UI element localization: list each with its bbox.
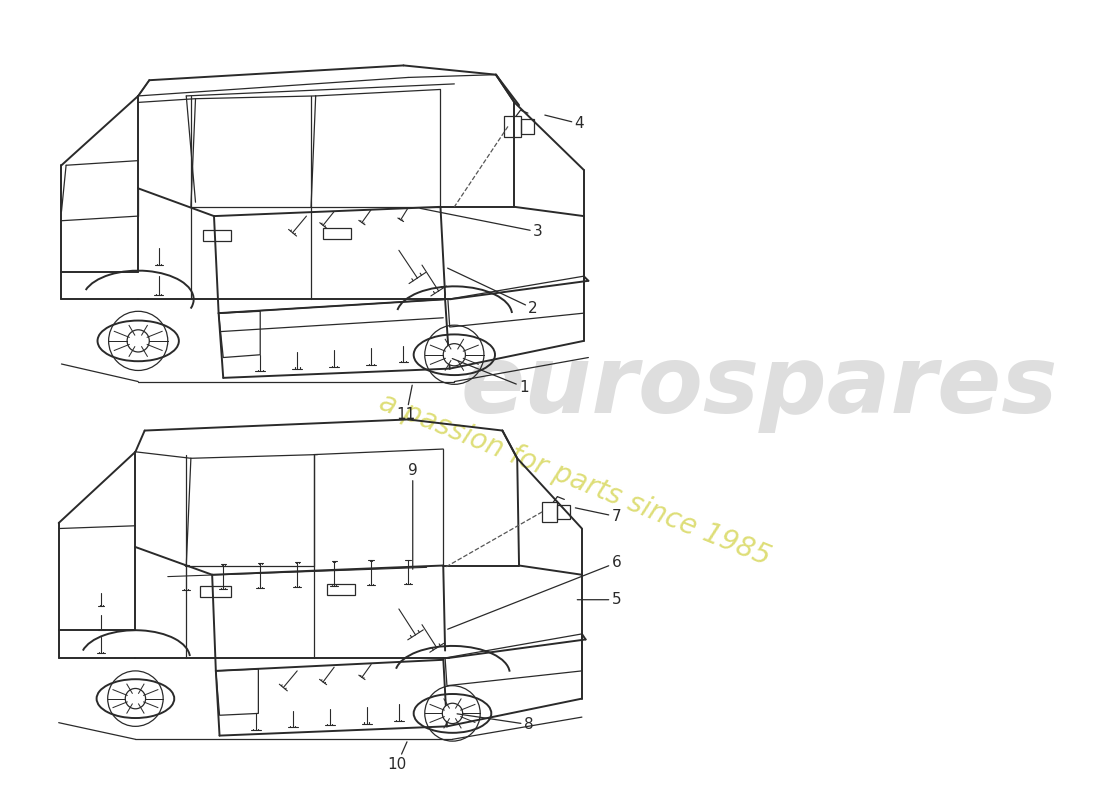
Text: 11: 11 <box>397 386 416 422</box>
Circle shape <box>443 344 465 366</box>
Text: 4: 4 <box>544 115 584 131</box>
Text: 6: 6 <box>448 555 622 630</box>
Text: 1: 1 <box>452 358 529 394</box>
Text: 9: 9 <box>408 463 418 570</box>
Text: a passion for parts since 1985: a passion for parts since 1985 <box>375 388 774 571</box>
Circle shape <box>442 703 463 723</box>
Circle shape <box>125 689 145 709</box>
Circle shape <box>128 330 150 352</box>
Text: 8: 8 <box>458 714 534 732</box>
Text: 10: 10 <box>387 742 407 772</box>
Text: eurospares: eurospares <box>461 341 1058 433</box>
Text: 5: 5 <box>578 592 621 607</box>
Text: 3: 3 <box>420 208 542 239</box>
Text: 2: 2 <box>448 268 538 316</box>
Text: 7: 7 <box>575 508 622 524</box>
